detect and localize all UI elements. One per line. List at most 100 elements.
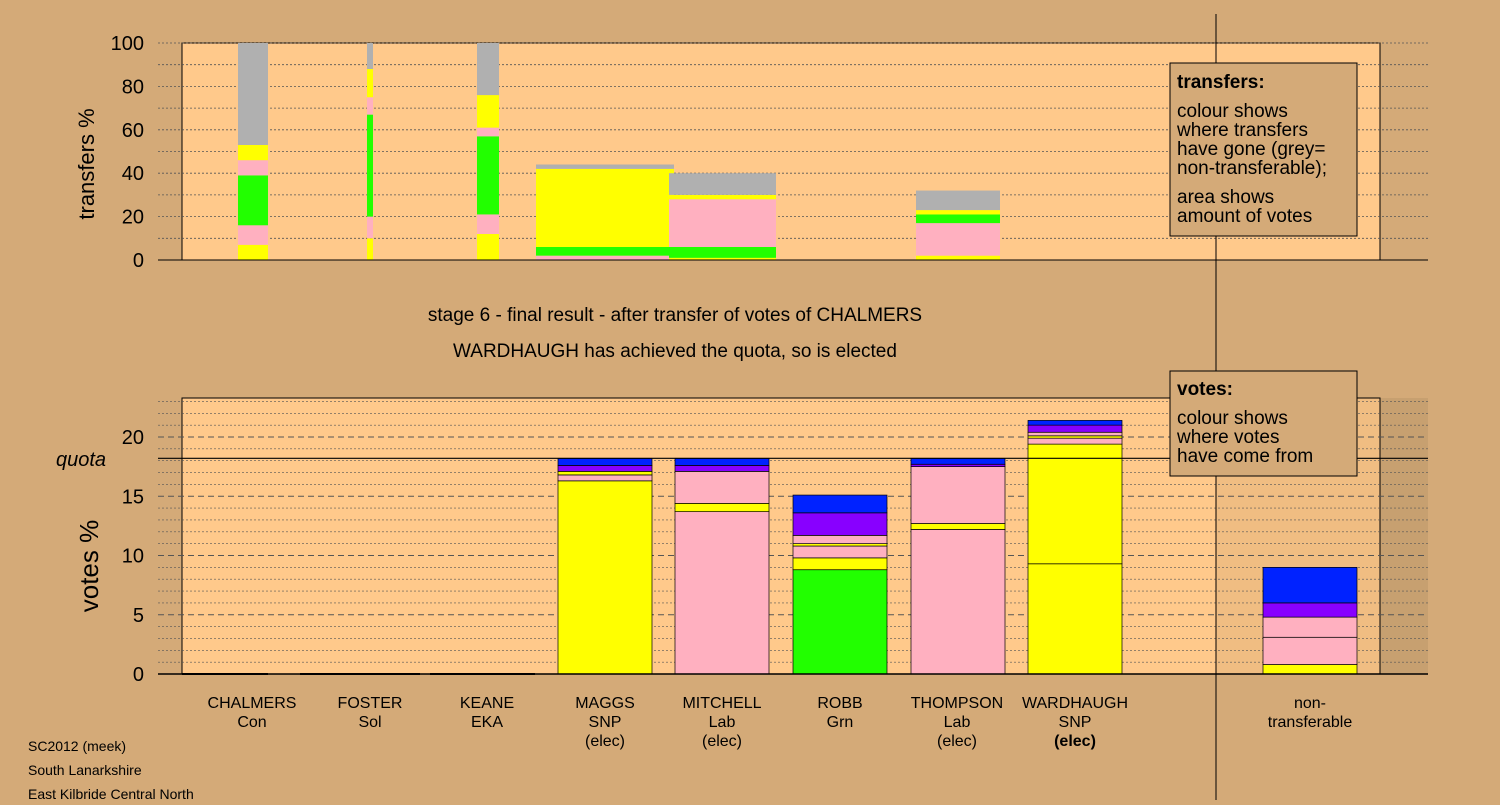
vote-segment [910,466,1006,524]
transfer-segment [669,194,776,200]
vote-segment [674,511,770,675]
transfer-segment [477,233,499,260]
transfers-legend-title: transfers: [1177,72,1265,93]
transfer-segment [916,214,1000,224]
vote-segment [557,474,653,482]
votes-legend: votes: colour shows where votes have com… [1169,370,1358,477]
transfer-segment [916,210,1000,215]
transfer-segment [536,168,674,247]
vote-segment [557,471,653,476]
candidate-label: non-transferable [1268,695,1353,731]
transfer-segment [916,223,1000,256]
transfer-segment [238,225,268,245]
vote-segment [792,494,888,514]
votes-legend-title: votes: [1177,379,1233,400]
candidate-name: CHALMERS [208,695,297,712]
candidate-party: Sol [358,714,381,731]
votes-legend-line: have come from [1177,446,1313,467]
transfer-column-maggs [536,164,674,260]
transfer-segment [477,136,499,215]
y-tick-label: 40 [122,163,144,185]
vote-segment [1262,636,1358,665]
vote-segment [910,523,1006,530]
candidate-party: transferable [1268,714,1353,731]
vote-segment [1027,437,1123,445]
transfer-segment [477,95,499,128]
transfers-legend-line: have gone (grey= [1177,139,1325,160]
vote-segment [1262,616,1358,638]
votes-y-axis-label: votes % [74,520,104,613]
transfer-column-mitchell [669,173,776,260]
transfer-segment [477,43,499,96]
vote-column-wardhaugh [1027,420,1123,675]
vote-segment [792,512,888,536]
vote-segment [1027,435,1123,439]
candidate-name: FOSTER [338,695,403,712]
vote-segment [792,545,888,559]
vote-segment [674,465,770,472]
transfer-segment [916,190,1000,211]
transfer-segment [669,199,776,247]
transfers-legend-line: where transfers [1176,120,1308,141]
candidate-name: non- [1294,695,1326,712]
transfer-column-chalmers [238,43,268,260]
vote-segment [1027,424,1123,433]
candidate-party: SNP [1059,714,1092,731]
vote-segment [674,457,770,466]
candidate-label: THOMPSON Lab (elec) [911,695,1003,750]
transfer-segment [477,127,499,137]
vote-segment [910,463,1006,467]
vote-segment [792,557,888,571]
candidate-status: (elec) [937,733,977,750]
candidate-label: KEANE EKA [460,695,514,731]
transfer-segment [367,69,373,98]
transfers-y-axis-label: transfers % [74,108,99,219]
transfers-legend: transfers: colour shows where transfers … [1169,62,1358,237]
vote-segment [1027,443,1123,565]
vote-segment [674,471,770,504]
transfer-segment [669,246,776,258]
transfer-segment [367,238,373,260]
candidate-label: ROBB Grn [817,695,862,731]
vote-segment [792,569,888,675]
vote-segment [1262,602,1358,618]
candidate-status: (elec) [585,733,625,750]
transfer-segment [536,255,674,260]
votes-legend-line: colour shows [1177,408,1288,429]
y-tick-label: 0 [133,250,144,272]
transfer-segment [669,257,776,260]
candidate-status: (elec) [1054,733,1096,750]
candidate-label: WARDHAUGH SNP (elec) [1022,695,1128,750]
candidate-party: SNP [589,714,622,731]
transfer-segment [536,164,674,169]
transfer-segment [477,214,499,234]
vote-segment [557,465,653,472]
transfer-column-foster [367,43,373,260]
transfers-bars [238,43,1000,260]
vote-segment [674,503,770,513]
candidate-party: EKA [471,714,503,731]
transfer-segment [916,255,1000,260]
vote-segment [557,457,653,466]
footer-council: South Lanarkshire [28,762,142,778]
transfers-y-ticks: 0 20 40 60 80 100 [111,33,144,272]
transfer-segment [238,43,268,145]
vote-column-non-transferable [1262,566,1358,675]
y-tick-label: 20 [122,427,144,449]
y-tick-label: 5 [133,605,144,627]
vote-column-mitchell [674,457,770,675]
votes-bars [182,420,1358,675]
transfers-legend-line: colour shows [1177,101,1288,122]
y-tick-label: 15 [122,486,144,508]
vote-segment [1027,563,1123,675]
vote-column-robb [792,494,888,675]
candidate-name: WARDHAUGH [1022,695,1128,712]
transfer-segment [536,246,674,256]
candidate-name: KEANE [460,695,514,712]
transfer-segment [238,160,268,176]
candidate-label: MAGGS SNP (elec) [575,695,635,750]
vote-segment [792,535,888,544]
transfers-legend-line: amount of votes [1177,206,1312,227]
vote-segment [910,457,1006,465]
votes-legend-line: where votes [1176,427,1279,448]
